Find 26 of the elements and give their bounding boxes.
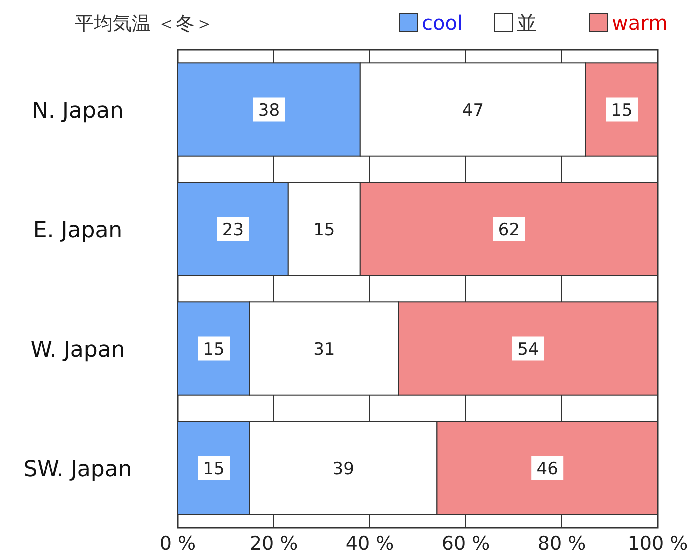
y-tick-label: N. Japan (32, 98, 124, 124)
y-tick-label: W. Japan (30, 338, 126, 363)
data-label: 31 (314, 340, 336, 360)
x-tick-label: 80 % (538, 533, 586, 555)
data-label: 47 (462, 100, 484, 121)
data-label: 15 (611, 100, 633, 121)
chart-title: 平均気温 ＜冬＞ (75, 13, 214, 35)
data-label: 62 (498, 220, 520, 240)
data-label: 15 (203, 340, 225, 360)
data-label: 15 (314, 220, 336, 240)
x-tick-label: 20 % (250, 533, 298, 555)
legend-label: cool (422, 11, 464, 35)
x-tick-label: 100 % (628, 533, 688, 555)
x-tick-label: 60 % (442, 533, 490, 555)
data-label: 46 (536, 459, 558, 480)
data-label: 15 (203, 459, 225, 480)
y-tick-label: SW. Japan (24, 457, 132, 482)
x-tick-label: 40 % (346, 533, 394, 555)
legend-label: 並 (517, 11, 537, 35)
y-tick-label: E. Japan (33, 218, 123, 244)
data-label: 39 (332, 459, 354, 480)
data-label: 38 (258, 100, 280, 121)
x-tick-label: 0 % (160, 533, 196, 555)
data-label: 23 (222, 220, 244, 240)
data-label: 54 (518, 340, 540, 360)
legend-label: warm (612, 11, 668, 35)
